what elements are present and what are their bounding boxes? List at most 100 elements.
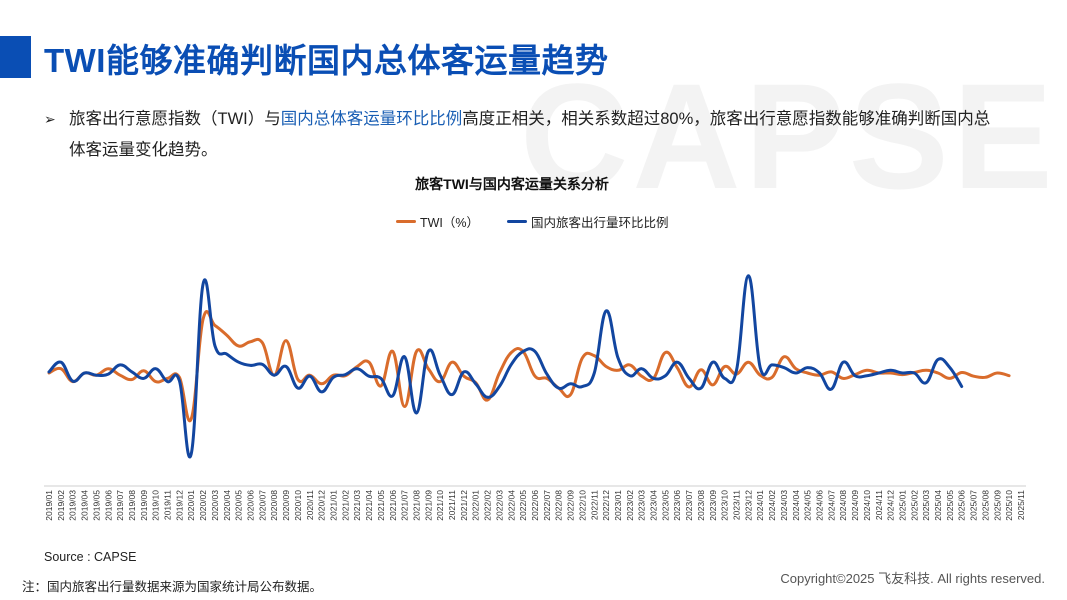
x-tick-label: 2022/04: [506, 490, 516, 521]
x-tick-label: 2021/05: [376, 490, 386, 521]
x-tick-label: 2019/01: [44, 490, 54, 521]
x-tick-label: 2021/10: [435, 490, 445, 521]
x-tick-label: 2023/08: [696, 490, 706, 521]
series-line-ratio: [47, 274, 964, 459]
x-tick-label: 2020/09: [281, 490, 291, 521]
x-tick-label: 2022/02: [483, 490, 493, 521]
x-tick-label: 2024/08: [838, 490, 848, 521]
source-label: Source : CAPSE: [44, 550, 137, 564]
x-tick-label: 2025/04: [933, 490, 943, 521]
legend-swatch-twi: [396, 220, 416, 223]
x-tick-label: 2019/11: [163, 490, 173, 520]
x-tick-label: 2019/03: [68, 490, 78, 521]
copyright-text: Copyright©2025 飞友科技. All rights reserved…: [780, 571, 1045, 586]
x-tick-label: 2024/03: [779, 490, 789, 521]
x-tick-label: 2020/02: [198, 490, 208, 521]
x-tick-label: 2020/01: [186, 490, 196, 521]
x-tick-label: 2021/03: [352, 490, 362, 521]
title-accent-bar: [0, 36, 31, 78]
x-tick-label: 2022/05: [518, 490, 528, 521]
x-tick-label: 2019/12: [174, 490, 184, 521]
x-tick-label: 2022/12: [601, 490, 611, 521]
x-tick-label: 2021/07: [400, 490, 410, 521]
x-tick-label: 2023/01: [613, 490, 623, 521]
x-tick-label: 2023/04: [649, 490, 659, 521]
x-tick-label: 2020/03: [210, 490, 220, 521]
x-tick-label: 2022/11: [589, 490, 599, 520]
legend-label-ratio: 国内旅客出行量环比比例: [531, 216, 669, 230]
page-title: TWI能够准确判断国内总体客运量趋势: [44, 42, 609, 79]
x-tick-label: 2025/06: [957, 490, 967, 521]
x-tick-label: 2019/09: [139, 490, 149, 521]
x-tick-label: 2025/01: [897, 490, 907, 521]
x-tick-label: 2019/04: [80, 490, 90, 521]
x-tick-label: 2019/06: [103, 490, 113, 521]
x-tick-label: 2019/05: [91, 490, 101, 521]
x-tick-label: 2021/06: [388, 490, 398, 521]
data-note: 注：国内旅客出行量数据来源为国家统计局公布数据。: [22, 580, 323, 594]
x-tick-label: 2022/01: [471, 490, 481, 521]
x-tick-label: 2020/07: [257, 490, 267, 521]
x-tick-label: 2024/02: [767, 490, 777, 521]
x-tick-label: 2020/05: [234, 490, 244, 521]
x-tick-label: 2019/07: [115, 490, 125, 521]
x-tick-label: 2022/03: [494, 490, 504, 521]
x-tick-label: 2020/06: [246, 490, 256, 521]
x-tick-label: 2024/11: [874, 490, 884, 520]
summary-bullet: ➢ 旅客出行意愿指数（TWI）与国内总体客运量环比比例高度正相关，相关系数超过8…: [44, 104, 1004, 166]
chart-title: 旅客TWI与国内客运量关系分析: [415, 176, 609, 192]
x-tick-label: 2023/07: [684, 490, 694, 521]
summary-text-before: 旅客出行意愿指数（TWI）与: [69, 110, 281, 128]
x-tick-label: 2024/06: [814, 490, 824, 521]
x-tick-label: 2023/02: [625, 490, 635, 521]
x-tick-label: 2020/12: [317, 490, 327, 521]
x-tick-label: 2025/11: [1016, 490, 1026, 520]
x-tick-label: 2021/01: [328, 490, 338, 521]
x-tick-label: 2023/03: [637, 490, 647, 521]
x-tick-label: 2024/09: [850, 490, 860, 521]
x-tick-label: 2021/04: [364, 490, 374, 521]
watermark-logo: CAPSE: [520, 52, 1057, 220]
x-tick-label: 2025/10: [1004, 490, 1014, 521]
x-tick-label: 2022/09: [566, 490, 576, 521]
x-tick-label: 2021/09: [423, 490, 433, 521]
x-tick-label: 2022/08: [554, 490, 564, 521]
x-tick-label: 2025/03: [921, 490, 931, 521]
x-tick-label: 2025/02: [909, 490, 919, 521]
summary-text-highlight: 国内总体客运量环比比例: [280, 110, 463, 128]
x-tick-label: 2023/06: [672, 490, 682, 521]
x-tick-label: 2024/10: [862, 490, 872, 521]
x-tick-label: 2021/02: [340, 490, 350, 521]
x-tick-label: 2019/02: [56, 490, 66, 521]
x-tick-label: 2023/09: [708, 490, 718, 521]
legend-label-twi: TWI（%）: [420, 216, 480, 230]
x-tick-label: 2024/07: [826, 490, 836, 521]
x-tick-label: 2020/04: [222, 490, 232, 521]
x-tick-label: 2022/06: [530, 490, 540, 521]
series-line-twi: [47, 310, 1011, 423]
x-tick-label: 2020/10: [293, 490, 303, 521]
x-tick-label: 2025/08: [980, 490, 990, 521]
x-tick-label: 2021/12: [459, 490, 469, 521]
x-tick-label: 2019/10: [151, 490, 161, 521]
x-tick-label: 2025/09: [992, 490, 1002, 521]
legend-item-twi: TWI（%）: [396, 212, 479, 231]
bullet-arrow-icon: ➢: [44, 111, 56, 127]
x-tick-label: 2020/08: [269, 490, 279, 521]
x-tick-label: 2020/11: [305, 490, 315, 520]
summary-text: 旅客出行意愿指数（TWI）与国内总体客运量环比比例高度正相关，相关系数超过80%…: [44, 104, 1004, 166]
x-tick-label: 2021/08: [411, 490, 421, 521]
legend-item-ratio: 国内旅客出行量环比比例: [507, 212, 669, 231]
legend-swatch-ratio: [507, 220, 528, 223]
x-tick-label: 2023/05: [660, 490, 670, 521]
x-tick-label: 2024/01: [755, 490, 765, 521]
x-tick-label: 2024/05: [803, 490, 813, 521]
x-tick-label: 2023/10: [720, 490, 730, 521]
x-tick-label: 2025/05: [945, 490, 955, 521]
x-tick-label: 2023/12: [743, 490, 753, 521]
x-tick-label: 2024/12: [886, 490, 896, 521]
x-tick-label: 2019/08: [127, 490, 137, 521]
x-tick-label: 2025/07: [969, 490, 979, 521]
x-tick-label: 2021/11: [447, 490, 457, 520]
